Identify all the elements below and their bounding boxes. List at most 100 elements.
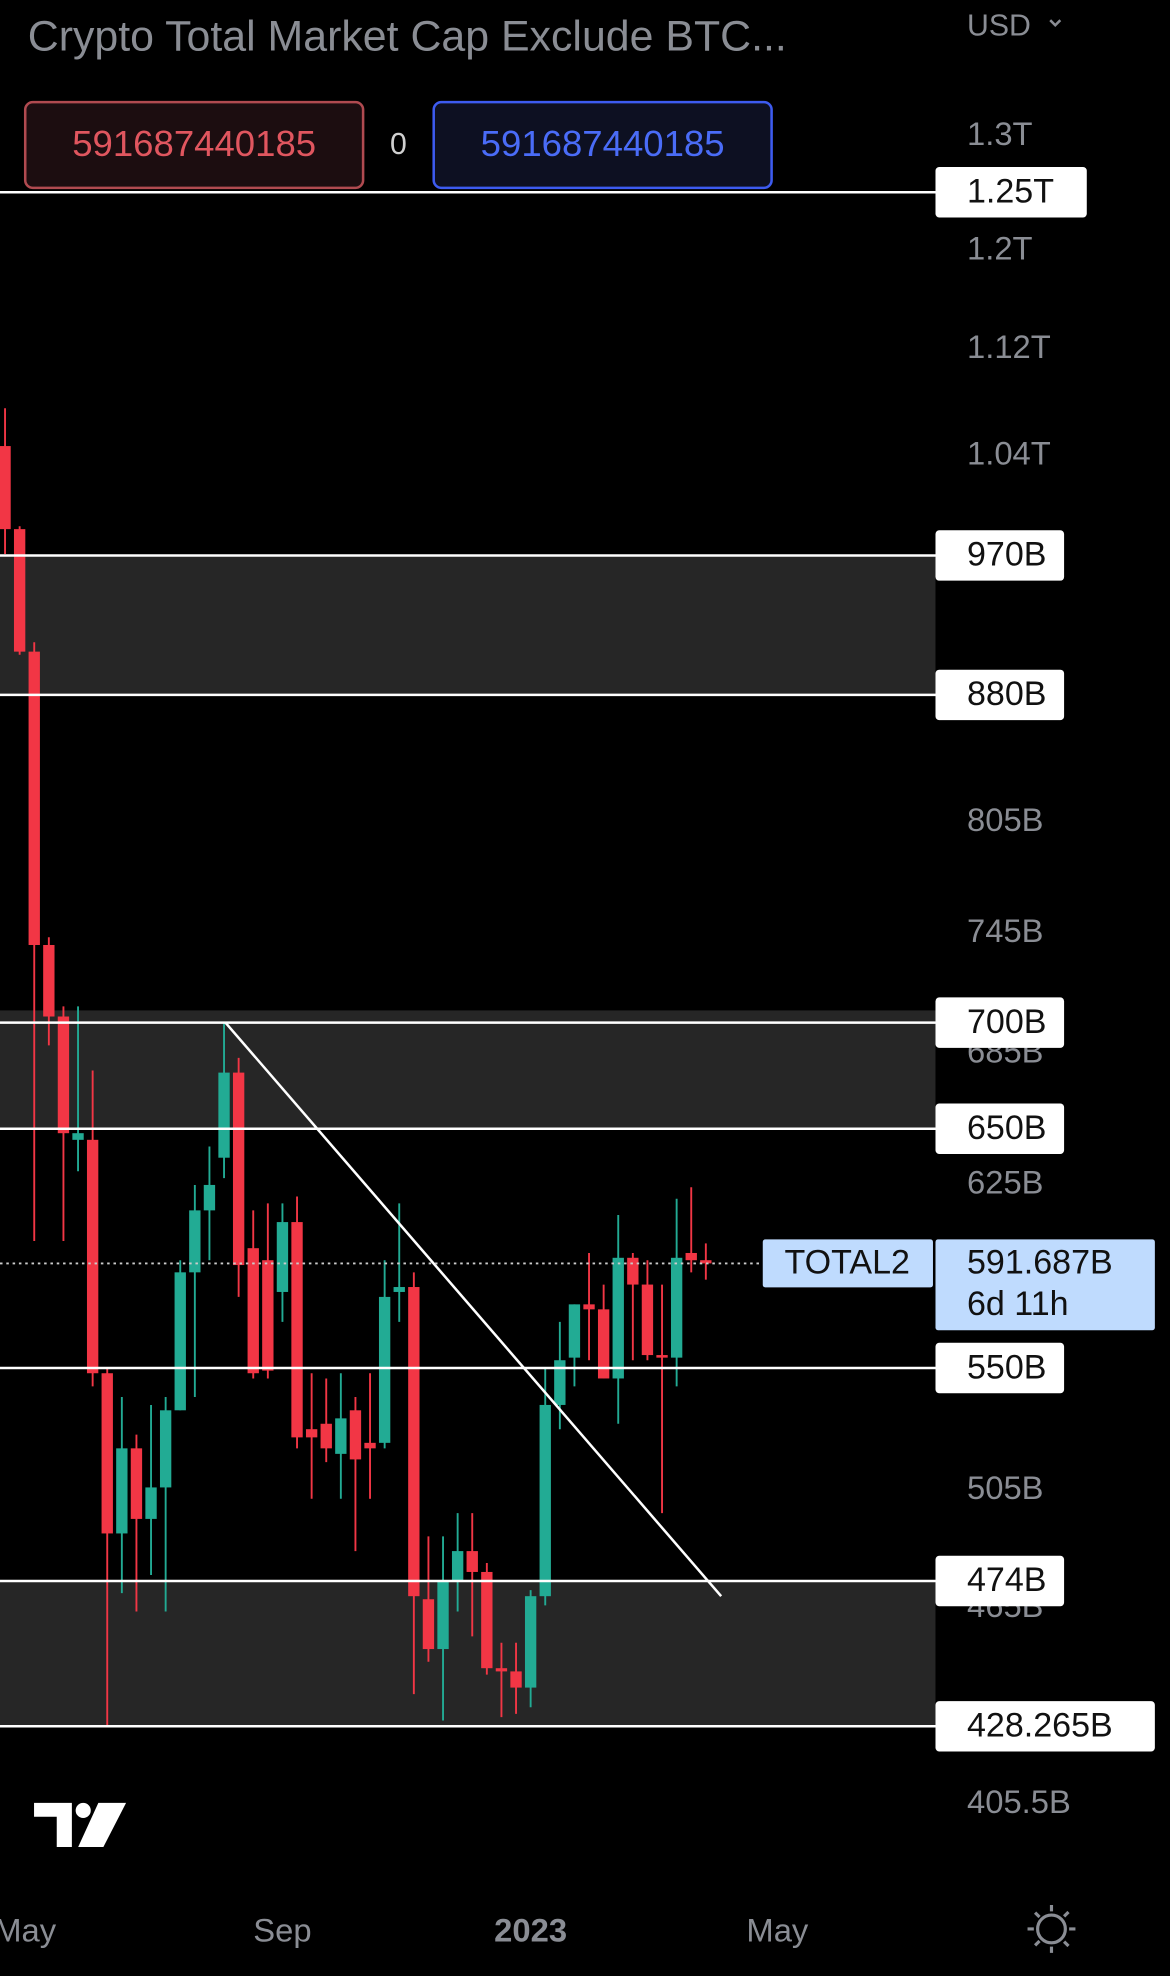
candle-body <box>451 1551 464 1581</box>
y-tick: 1.2T <box>967 229 1033 266</box>
logo-t <box>34 1802 72 1848</box>
chart-title: Crypto Total Market Cap Exclude BTC... <box>28 12 787 60</box>
candle-body <box>320 1423 332 1449</box>
candle-body <box>232 1072 245 1266</box>
candle-body <box>364 1442 376 1449</box>
level-label-box <box>935 997 1065 1048</box>
y-tick-label: 745B <box>967 912 1044 949</box>
level-label-box <box>935 530 1065 581</box>
x-tick-label: 2023 <box>494 1911 567 1948</box>
level-label: 880B <box>967 675 1046 713</box>
y-tick-label: 625B <box>967 1164 1044 1201</box>
y-tick-label: 1.3T <box>967 115 1033 152</box>
levels: 1.25T 970B 880B 700B 650B 550B 474B 428.265B TOT… <box>0 167 1155 1752</box>
y-tick-label: 505B <box>967 1469 1044 1506</box>
candle-body <box>335 1418 347 1454</box>
candle-body <box>700 1260 712 1264</box>
logo-dot <box>75 1802 91 1819</box>
level-label-box <box>935 1555 1065 1607</box>
candle-body <box>0 446 11 530</box>
candle-body <box>101 1373 113 1534</box>
gear-ring[interactable] <box>1036 1913 1067 1945</box>
y-tick: 625B <box>967 1164 1044 1201</box>
symbol-box <box>762 1239 933 1288</box>
y-tick-label: 1.12T <box>967 328 1051 365</box>
y-tick-label: 1.04T <box>967 434 1051 471</box>
candle-body <box>276 1222 289 1292</box>
candle-body <box>524 1596 537 1688</box>
logo-slash <box>78 1802 127 1848</box>
level-label: 970B <box>967 536 1046 574</box>
x-tick: May <box>0 1911 57 1948</box>
candle-body <box>72 1133 84 1140</box>
candle-body <box>685 1252 697 1261</box>
y-tick: 1.3T <box>967 115 1033 152</box>
candle-body <box>116 1448 128 1534</box>
candle-body <box>159 1410 172 1488</box>
candle-body <box>262 1260 274 1371</box>
x-tick-label: May <box>0 1911 57 1948</box>
level-zone <box>0 555 936 695</box>
tradingview-logo <box>34 1802 127 1848</box>
candle-body <box>670 1257 683 1358</box>
level-label: 700B <box>967 1003 1046 1041</box>
candle-body <box>627 1257 639 1285</box>
candle-body <box>203 1184 216 1211</box>
candle-body <box>130 1448 143 1519</box>
candle-body <box>466 1551 478 1572</box>
level-label: 550B <box>967 1348 1046 1386</box>
level-label: 1.25T <box>967 173 1054 211</box>
settings-icon[interactable] <box>1027 1905 1076 1953</box>
candle-body <box>247 1248 259 1374</box>
y-tick-label: 1.2T <box>967 229 1033 266</box>
candle-body <box>174 1272 186 1411</box>
last-price-box <box>935 1239 1155 1331</box>
level-label: 650B <box>967 1109 1046 1147</box>
candle-body <box>597 1309 610 1379</box>
candle-body <box>656 1355 668 1358</box>
axis: 1.3T1.2T1.12T1.04T805B745B685B625B505B46… <box>0 115 1071 1949</box>
buy-price[interactable]: 591687440185 <box>481 123 725 164</box>
zones <box>0 555 936 1727</box>
y-tick: 405.5B <box>967 1783 1071 1820</box>
x-tick-label: May <box>746 1911 809 1948</box>
candle-body <box>43 944 55 1017</box>
candle-body <box>57 1016 70 1134</box>
candle-body <box>612 1257 624 1379</box>
sell-price[interactable]: 591687440185 <box>72 123 316 164</box>
candle-body <box>305 1429 318 1438</box>
candle-body <box>437 1580 449 1650</box>
spread: 0 <box>390 128 407 161</box>
level-label-box <box>935 1342 1065 1394</box>
header: Crypto Total Market Cap Exclude BTC... U… <box>23 10 1062 190</box>
sell-box[interactable] <box>23 100 365 190</box>
trend-line <box>224 1021 723 1598</box>
y-tick-label: 405.5B <box>967 1783 1071 1820</box>
candles <box>0 408 723 1728</box>
y-tick: 505B <box>967 1469 1044 1506</box>
level-zone <box>0 1580 936 1727</box>
buy-box[interactable] <box>432 100 773 190</box>
candle-body <box>218 1072 230 1158</box>
level-label-box <box>935 167 1087 218</box>
candle-body <box>422 1599 435 1650</box>
level-zone <box>0 1010 936 1129</box>
countdown-label: 6d 11h <box>967 1285 1069 1323</box>
candle-body <box>408 1287 420 1597</box>
candle-body <box>641 1284 654 1356</box>
candle-body <box>291 1222 303 1438</box>
candle-body <box>349 1410 362 1460</box>
candle-body <box>145 1487 157 1519</box>
level-label: 428.265B <box>967 1707 1113 1745</box>
gear-teeth[interactable] <box>1027 1905 1076 1953</box>
candle-body <box>510 1671 522 1688</box>
level-label-box <box>935 669 1065 721</box>
candle-body <box>539 1404 551 1597</box>
level-label-box <box>935 1701 1155 1752</box>
currency-chevron[interactable] <box>1049 19 1062 27</box>
currency[interactable]: USD <box>967 10 1031 43</box>
last-price-label: 591.687B <box>967 1244 1113 1282</box>
